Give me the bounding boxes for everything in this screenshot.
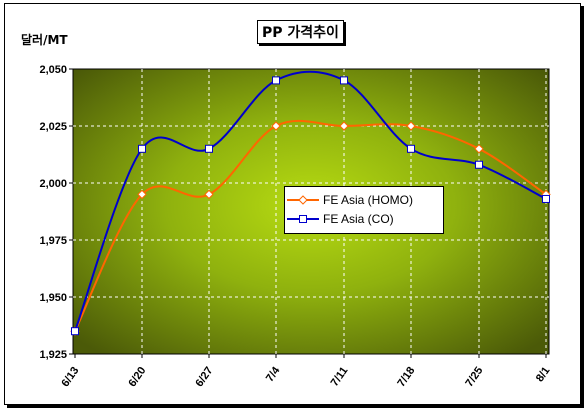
gridlines bbox=[73, 69, 549, 354]
legend-label-co: FE Asia (CO) bbox=[323, 212, 394, 226]
y-tick-label: 1,950 bbox=[39, 292, 67, 304]
data-point-homo bbox=[406, 121, 416, 131]
x-tick-label: 7/18 bbox=[395, 365, 417, 389]
legend-marker-homo bbox=[287, 195, 319, 205]
y-unit-label: 달러/MT bbox=[21, 33, 68, 47]
series-group bbox=[70, 70, 551, 336]
data-point-co bbox=[407, 144, 415, 153]
data-point-homo bbox=[474, 144, 484, 154]
x-tick-label: 8/1 bbox=[534, 365, 553, 384]
data-point-co bbox=[138, 144, 146, 153]
legend-label-homo: FE Asia (HOMO) bbox=[323, 193, 414, 207]
data-point-co bbox=[272, 76, 280, 85]
y-tick-label: 1,925 bbox=[39, 349, 67, 361]
data-point-homo bbox=[137, 189, 147, 200]
y-tick-label: 2,025 bbox=[39, 121, 67, 133]
chart-title: PP 가격추이 bbox=[257, 20, 344, 44]
data-point-homo bbox=[204, 189, 214, 200]
y-axis: 2,050 2,025 2,000 1,975 1,950 1,925 bbox=[39, 64, 73, 361]
y-tick-label: 2,000 bbox=[39, 178, 67, 190]
y-tick-label: 2,050 bbox=[39, 64, 67, 76]
legend-marker-co bbox=[287, 215, 319, 223]
x-axis: 6/13 6/20 6/27 7/4 7/11 7/18 7/25 8/1 bbox=[59, 354, 552, 389]
x-tick-label: 7/25 bbox=[463, 365, 485, 389]
data-point-homo bbox=[271, 121, 281, 131]
data-point-co bbox=[71, 327, 79, 336]
y-tick-label: 1,975 bbox=[39, 235, 67, 247]
x-tick-label: 7/4 bbox=[264, 364, 283, 384]
data-point-co bbox=[205, 144, 213, 153]
x-tick-label: 6/20 bbox=[126, 365, 148, 389]
x-tick-label: 6/27 bbox=[193, 365, 215, 389]
x-tick-label: 7/11 bbox=[329, 365, 351, 389]
data-point-co bbox=[542, 194, 550, 203]
legend-item-homo: FE Asia (HOMO) bbox=[287, 192, 413, 208]
data-point-co bbox=[340, 76, 348, 85]
legend: FE Asia (HOMO) FE Asia (CO) bbox=[284, 186, 444, 234]
data-point-homo bbox=[339, 121, 349, 131]
data-point-co bbox=[475, 160, 483, 169]
legend-item-co: FE Asia (CO) bbox=[287, 211, 394, 227]
x-tick-label: 6/13 bbox=[59, 365, 81, 389]
